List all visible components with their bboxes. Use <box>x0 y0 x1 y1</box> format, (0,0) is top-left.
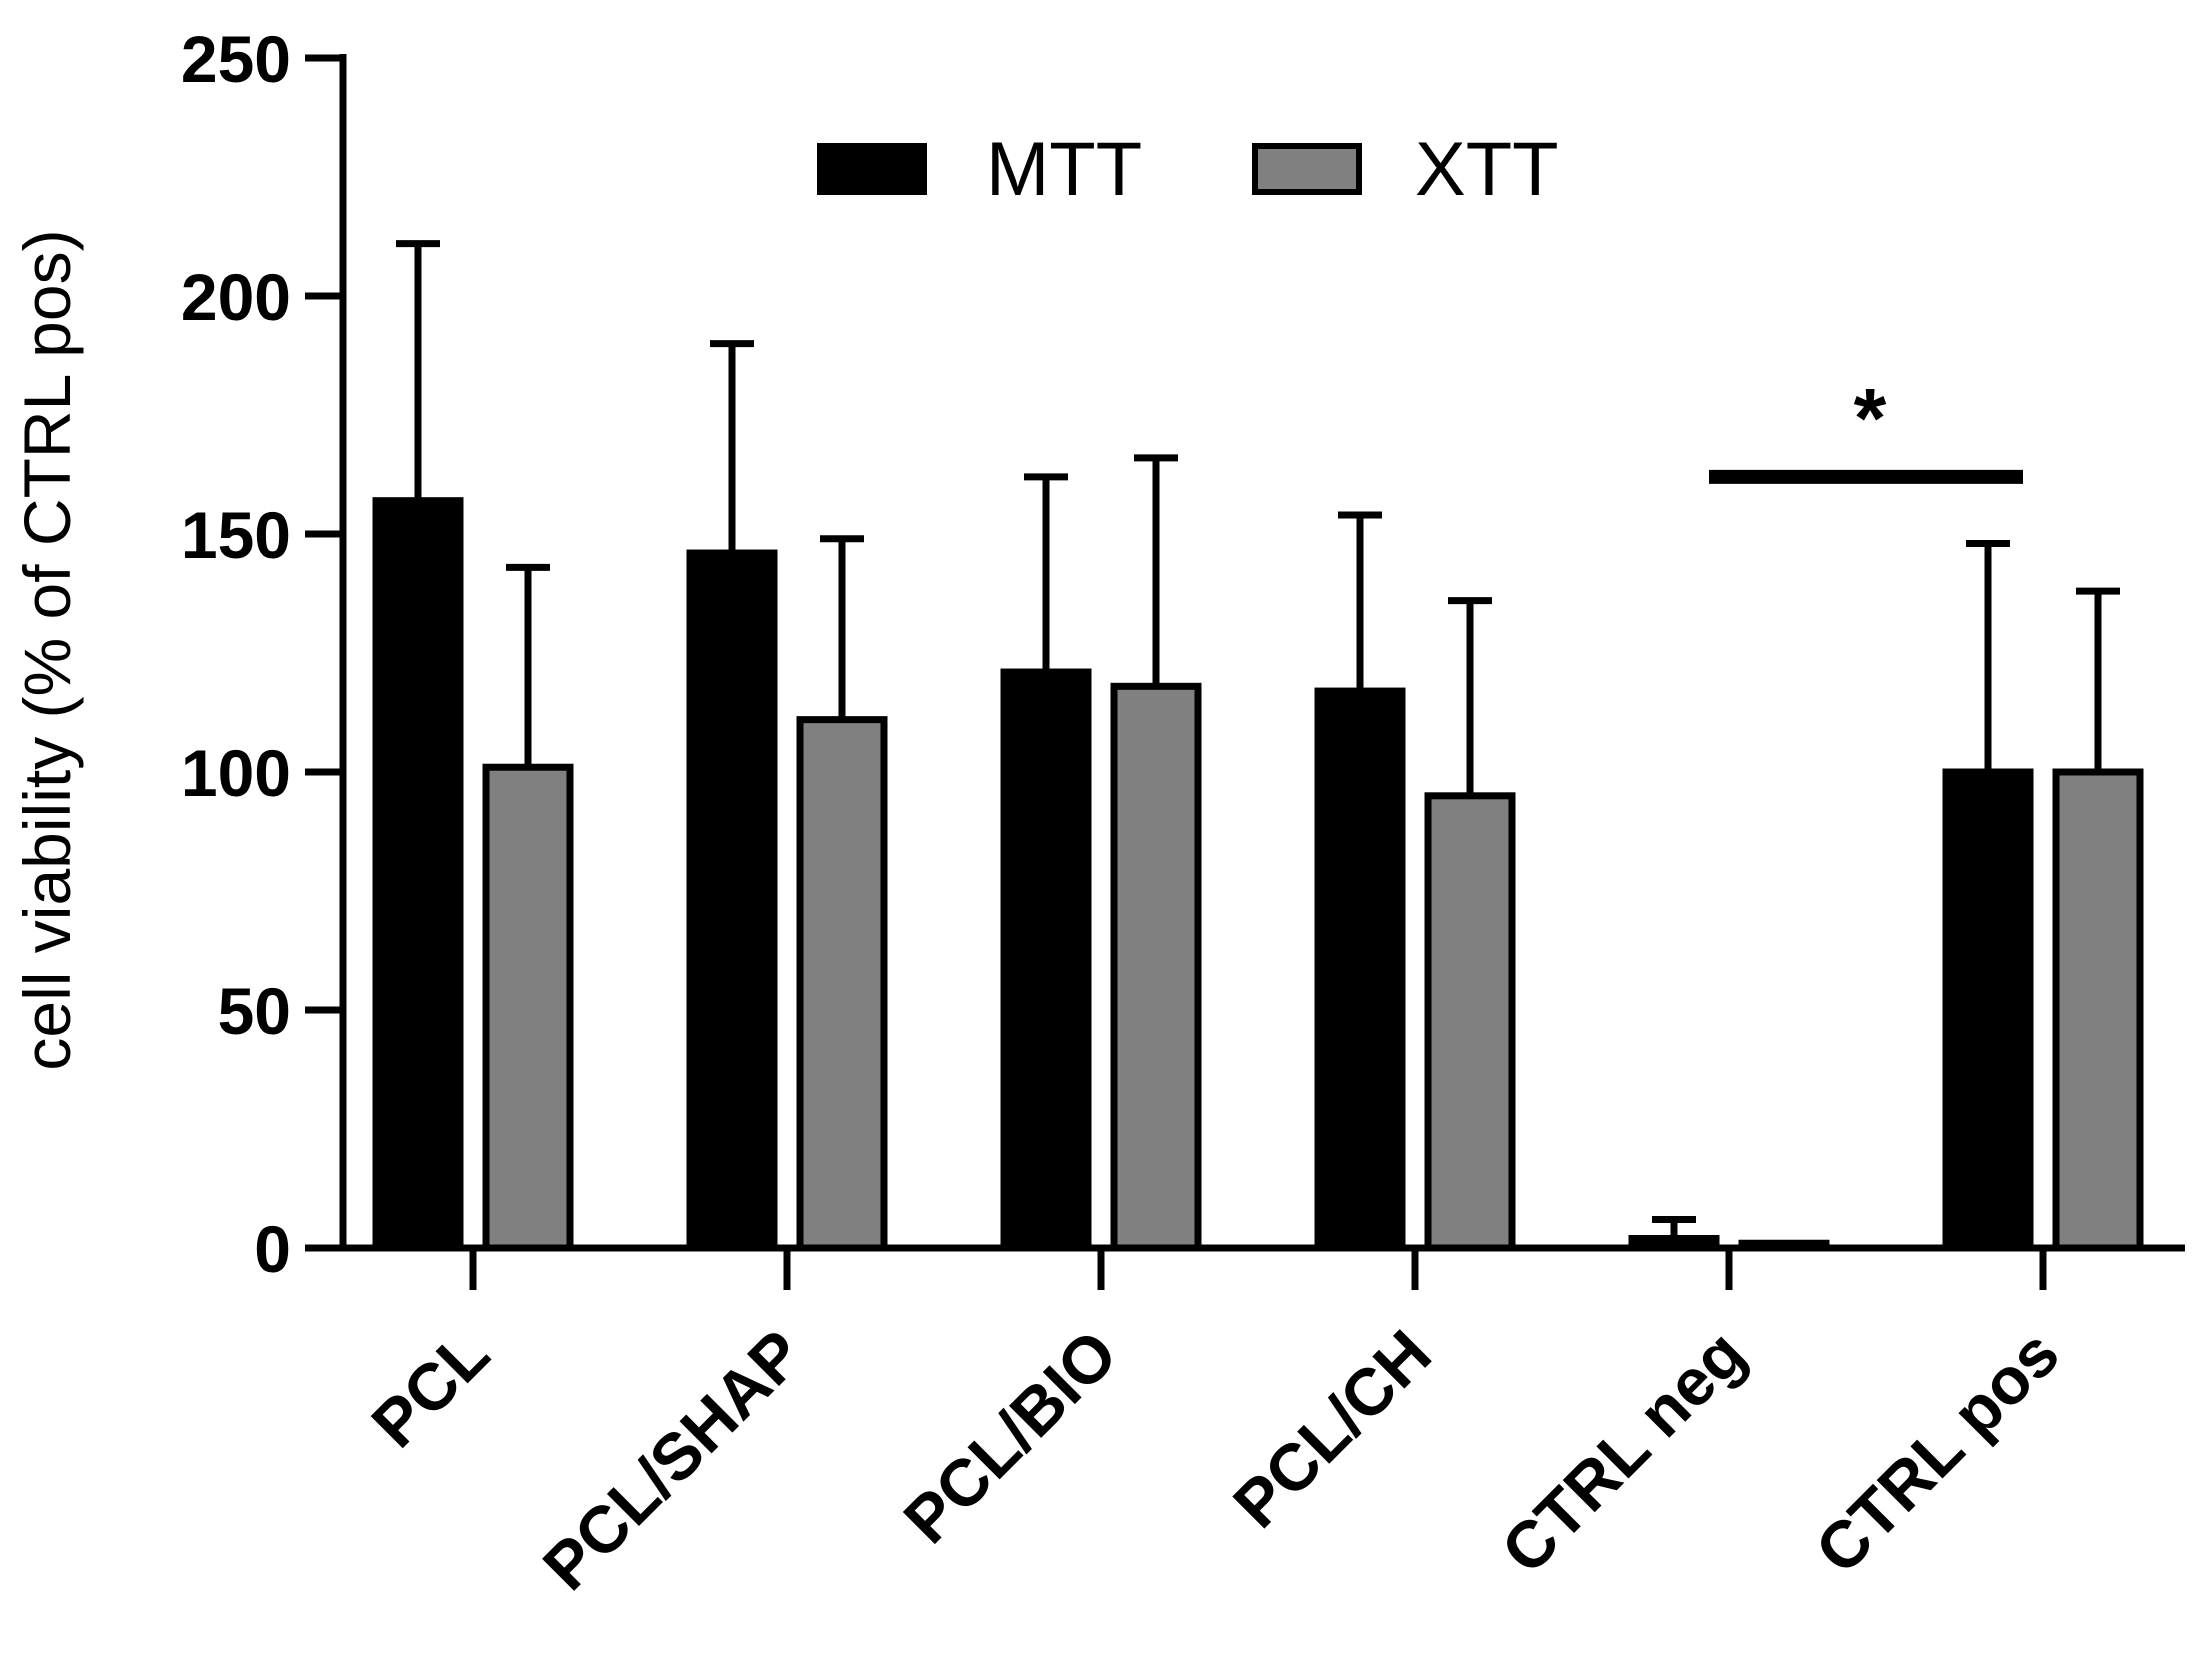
y-axis-ticks: 0 50 100 150 200 250 <box>181 22 343 1286</box>
bar-xtt-3 <box>1424 792 1516 1252</box>
bar-mtt-2 <box>1000 668 1092 1252</box>
error-bars-layer <box>396 240 2120 1239</box>
legend-label-xtt: XTT <box>1415 127 1559 212</box>
y-axis-title: cell viability (% of CTRL pos) <box>10 229 84 1070</box>
x-tick-label: PCL/SHAP <box>529 1316 817 1604</box>
axes <box>339 54 2185 1252</box>
legend-label-mtt: MTT <box>986 127 1142 212</box>
bar-mtt-1 <box>686 549 778 1252</box>
bar-xtt-1 <box>796 716 888 1252</box>
legend-swatch-mtt <box>817 143 927 195</box>
bar-xtt-5 <box>2052 768 2144 1252</box>
significance-star: * <box>1854 371 1887 465</box>
bar-mtt-5 <box>1942 768 2034 1252</box>
legend-swatch-xtt <box>1252 143 1362 195</box>
y-tick-label: 100 <box>181 736 291 810</box>
x-tick-label: PCL <box>357 1316 503 1462</box>
y-tick-label: 250 <box>181 22 291 96</box>
x-axis-ticks: PCL PCL/SHAP PCL/BIO PCL/CH CTRL neg CTRL pos <box>357 1248 2073 1604</box>
y-tick-label: 200 <box>181 260 291 334</box>
bar-xtt-0 <box>482 763 574 1252</box>
bar-xtt-2 <box>1110 682 1202 1252</box>
bars-layer <box>372 497 2144 1252</box>
y-tick-label: 0 <box>254 1212 291 1286</box>
x-tick-label: PCL/CH <box>1219 1316 1445 1542</box>
bar-mtt-3 <box>1314 687 1406 1252</box>
bar-mtt-0 <box>372 497 464 1252</box>
significance-annotation: * <box>1709 371 2023 484</box>
y-tick-label: 50 <box>218 974 291 1048</box>
y-tick-label: 150 <box>181 498 291 572</box>
x-tick-label: PCL/BIO <box>889 1316 1131 1558</box>
x-tick-label: CTRL pos <box>1801 1316 2073 1588</box>
legend: MTT XTT <box>817 127 1559 212</box>
x-tick-label: CTRL neg <box>1487 1316 1759 1588</box>
